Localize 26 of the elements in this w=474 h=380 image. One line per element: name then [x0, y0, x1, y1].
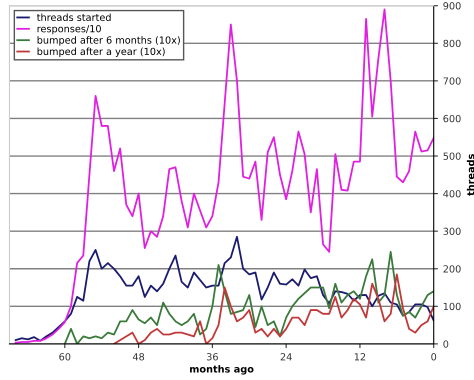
y-tick-label: 300	[443, 228, 461, 235]
y-tick-label: 500	[443, 152, 461, 160]
y-tick-label: 900	[443, 2, 461, 10]
line-series	[113, 273, 434, 344]
x-tick-label: 12	[354, 353, 366, 360]
legend-label: threads started	[36, 13, 111, 22]
x-tick-label: 36	[206, 353, 218, 360]
line-series	[14, 236, 434, 342]
legend-label: bumped after a year (10x)	[38, 48, 165, 57]
y-axis-title: threads	[466, 154, 474, 196]
y-tick-label: 700	[444, 77, 461, 85]
x-tick-label: 24	[280, 353, 292, 360]
y-tick-label: 200	[443, 265, 461, 273]
x-tick-label: 60	[59, 353, 70, 360]
y-tick-label: 800	[443, 40, 461, 48]
y-tick-label: 0	[443, 340, 448, 348]
x-axis-title: months ago	[190, 365, 254, 375]
legend-label: bumped after 6 months (10x)	[38, 36, 180, 46]
legend-label: responses/10	[38, 25, 101, 34]
x-tick-label: 0	[431, 353, 436, 360]
y-tick-label: 100	[444, 302, 461, 310]
y-tick-label: 600	[443, 114, 461, 122]
y-tick-label: 400	[443, 190, 461, 198]
x-tick-label: 48	[132, 353, 144, 360]
line-series	[14, 8, 434, 344]
line-series	[64, 250, 434, 344]
